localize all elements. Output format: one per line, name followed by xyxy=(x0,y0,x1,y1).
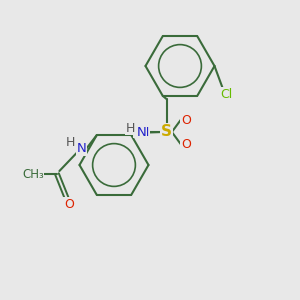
Text: H: H xyxy=(126,122,135,135)
Text: N: N xyxy=(77,142,86,155)
Text: H: H xyxy=(66,136,75,149)
Text: S: S xyxy=(161,124,172,140)
Text: H: H xyxy=(134,127,142,137)
Text: O: O xyxy=(181,113,191,127)
Text: O: O xyxy=(181,137,191,151)
Text: Cl: Cl xyxy=(220,88,232,101)
Text: O: O xyxy=(64,197,74,211)
Text: CH₃: CH₃ xyxy=(22,167,44,181)
Text: N: N xyxy=(139,125,149,139)
Text: N: N xyxy=(137,126,146,139)
Text: H: H xyxy=(134,127,142,137)
